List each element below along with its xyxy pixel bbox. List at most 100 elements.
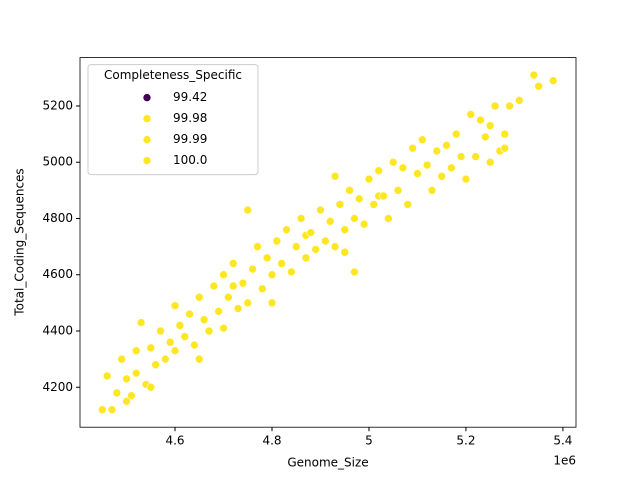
y-tick-label: 4400 xyxy=(42,324,73,338)
point xyxy=(388,157,398,167)
point xyxy=(282,225,291,235)
point xyxy=(253,242,262,251)
point xyxy=(461,174,471,184)
point xyxy=(267,298,277,308)
point xyxy=(117,354,126,364)
point xyxy=(224,292,233,302)
point xyxy=(175,321,185,330)
point xyxy=(296,214,306,223)
point xyxy=(364,174,374,184)
point xyxy=(354,194,364,204)
point xyxy=(151,360,160,370)
point xyxy=(548,76,558,85)
point xyxy=(122,374,131,384)
point xyxy=(102,371,112,381)
point xyxy=(398,163,408,173)
point xyxy=(490,101,500,111)
legend-marker xyxy=(142,93,152,102)
point xyxy=(194,292,204,302)
point xyxy=(258,284,267,294)
point xyxy=(311,245,320,254)
point xyxy=(340,247,350,257)
y-axis-label: Total_Coding_Sequences xyxy=(13,168,27,316)
point xyxy=(330,242,340,251)
point xyxy=(369,200,379,209)
point xyxy=(413,169,422,178)
point xyxy=(243,205,253,215)
point xyxy=(514,96,524,105)
y-tick-label: 4600 xyxy=(42,267,73,281)
point xyxy=(534,81,543,91)
legend-marker xyxy=(142,114,152,123)
point xyxy=(291,242,301,251)
legend-box xyxy=(87,64,259,176)
point xyxy=(127,391,136,400)
point xyxy=(447,163,456,173)
y-tick-label: 5200 xyxy=(42,98,73,112)
point xyxy=(393,186,403,195)
point xyxy=(238,278,248,288)
point xyxy=(277,259,286,268)
y-tick-label: 4800 xyxy=(42,211,73,225)
x-axis-label: Genome_Size xyxy=(287,456,368,470)
point xyxy=(359,219,369,229)
point xyxy=(325,217,335,226)
point xyxy=(156,326,165,336)
x-offset-label: 1e6 xyxy=(553,454,576,468)
point xyxy=(98,405,107,415)
point xyxy=(209,281,219,291)
x-tick-label: 4.6 xyxy=(165,434,184,448)
point xyxy=(131,346,141,355)
plot-frame xyxy=(79,57,577,428)
point xyxy=(301,253,311,263)
point xyxy=(194,354,204,364)
y-tick-label: 4200 xyxy=(42,380,73,394)
point xyxy=(451,129,461,139)
point xyxy=(418,135,427,145)
point xyxy=(350,214,359,223)
point xyxy=(248,264,257,274)
point xyxy=(529,70,539,80)
point xyxy=(427,186,437,195)
point xyxy=(243,298,253,308)
point xyxy=(403,200,413,209)
x-tick-label: 5.2 xyxy=(456,434,475,448)
point xyxy=(136,318,146,327)
point xyxy=(131,368,141,378)
legend-label: 99.42 xyxy=(173,90,207,104)
point xyxy=(204,326,214,336)
point xyxy=(272,236,282,246)
point xyxy=(228,259,238,268)
point xyxy=(374,166,383,175)
point xyxy=(476,115,485,125)
point xyxy=(228,281,238,291)
point xyxy=(321,236,330,246)
point xyxy=(505,101,514,111)
legend-title: Completeness_Specific xyxy=(104,68,242,82)
point xyxy=(233,304,243,313)
point xyxy=(107,405,117,415)
point xyxy=(219,270,228,280)
point xyxy=(500,129,510,139)
point xyxy=(485,121,495,130)
point xyxy=(481,132,490,142)
point xyxy=(350,267,359,277)
point xyxy=(190,340,199,350)
point xyxy=(146,343,156,353)
x-tick-label: 5 xyxy=(365,434,373,448)
point xyxy=(422,160,432,170)
point xyxy=(471,152,480,161)
point xyxy=(466,110,476,119)
point xyxy=(485,157,495,167)
point xyxy=(170,301,180,310)
point xyxy=(408,143,417,153)
point xyxy=(262,253,272,263)
point xyxy=(437,171,446,181)
point xyxy=(335,200,345,209)
legend-label: 99.98 xyxy=(173,111,207,125)
legend-label: 100.0 xyxy=(173,153,207,167)
point xyxy=(456,152,466,161)
point xyxy=(330,171,340,181)
point xyxy=(165,337,175,347)
